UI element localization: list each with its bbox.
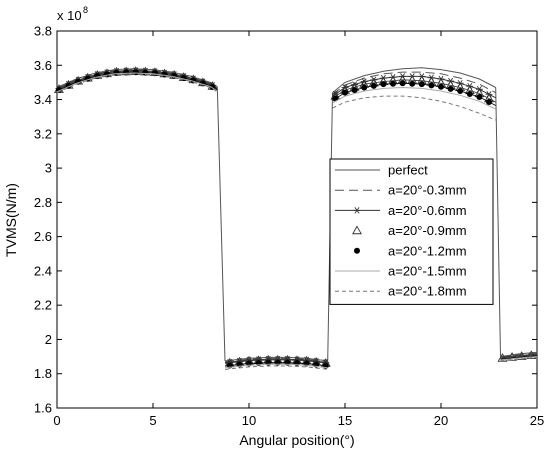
y-tick-label: 3.6 [34, 58, 52, 73]
data-point [399, 80, 406, 87]
data-point [390, 80, 396, 87]
series-line [500, 356, 538, 362]
data-point [486, 99, 492, 106]
data-point [418, 81, 425, 88]
data-point [361, 84, 368, 91]
data-point [457, 87, 464, 94]
x-axis-title: Angular position(°) [239, 432, 354, 448]
legend-label: perfect [388, 163, 428, 178]
legend-item: a=20°-1.5mm [335, 264, 467, 279]
series-6 [56, 73, 538, 370]
y-tick-label: 3 [45, 161, 52, 176]
y-tick-label: 3.8 [34, 24, 52, 39]
series-line [224, 363, 328, 369]
y-tick-label: 2.8 [34, 195, 52, 210]
data-point [428, 82, 435, 89]
data-point [409, 80, 416, 87]
series-line [500, 354, 538, 359]
data-point [497, 353, 508, 362]
series-line [224, 357, 328, 363]
y-tick-label: 3.2 [34, 126, 52, 141]
legend-label: a=20°-0.3mm [388, 183, 467, 198]
series-line [332, 95, 496, 121]
legend-item: a=20°-0.9mm [352, 223, 467, 238]
series-line [332, 79, 496, 103]
y-tick-label: 2 [45, 332, 52, 347]
y-tick-label: 2.4 [34, 263, 52, 278]
y-tick-label: 3.4 [34, 92, 52, 107]
data-point [476, 93, 483, 100]
series-line [332, 71, 496, 95]
legend-item: perfect [335, 163, 428, 178]
legend-label: a=20°-0.6mm [388, 203, 467, 218]
x-tick-label: 25 [530, 413, 544, 428]
legend-marker [354, 247, 360, 254]
legend-label: a=20°-1.5mm [388, 264, 467, 279]
series-line [56, 72, 218, 93]
data-point [526, 350, 537, 359]
data-point [380, 81, 387, 88]
series-line [332, 86, 496, 110]
x-tick-label: 5 [149, 413, 156, 428]
legend-item: a=20°-0.3mm [335, 183, 467, 198]
legend-item: a=20°-1.8mm [335, 284, 467, 299]
series-line [500, 355, 538, 360]
series-5 [56, 72, 538, 369]
series-line [56, 73, 218, 94]
data-point [351, 87, 358, 94]
data-point [342, 89, 348, 96]
series-line [495, 87, 501, 357]
series-line [500, 352, 538, 358]
data-point [447, 85, 454, 92]
series-line [224, 365, 328, 370]
series-line [216, 86, 226, 361]
data-point [370, 82, 377, 89]
legend-item: a=20°-1.2mm [354, 243, 467, 258]
data-point [132, 69, 139, 76]
y-axis-title: TVMS(N/m) [3, 183, 19, 257]
series-line [500, 356, 538, 361]
y-tick-label: 2.6 [34, 229, 52, 244]
series-line [332, 67, 496, 94]
y-tick-label: 1.6 [34, 401, 52, 416]
x-tick-label: 15 [338, 413, 352, 428]
data-point [507, 352, 518, 361]
data-point [466, 90, 473, 97]
y-tick-label: 1.8 [34, 366, 52, 381]
legend-label: a=20°-1.2mm [388, 243, 467, 258]
x-tick-label: 10 [242, 413, 256, 428]
legend-label: a=20°-1.8mm [388, 284, 467, 299]
legend-marker [352, 225, 362, 235]
legend-label: a=20°-0.9mm [388, 223, 467, 238]
data-point [516, 351, 527, 360]
series-line [500, 353, 538, 358]
legend: perfect a=20°-0.3mm a=20°-0.6mm a=20°-0.9mm… [329, 158, 494, 305]
legend-marker [353, 207, 361, 214]
data-point [438, 83, 444, 90]
x-tick-label: 20 [434, 413, 448, 428]
y-multiplier-base: x 10 [57, 8, 82, 23]
legend-box [329, 158, 494, 305]
y-tick-label: 2.2 [34, 298, 52, 313]
y-multiplier-exponent: 8 [83, 5, 88, 15]
x-tick-label: 0 [53, 413, 60, 428]
series-line [224, 356, 328, 362]
legend-item: a=20°-0.6mm [335, 203, 467, 218]
